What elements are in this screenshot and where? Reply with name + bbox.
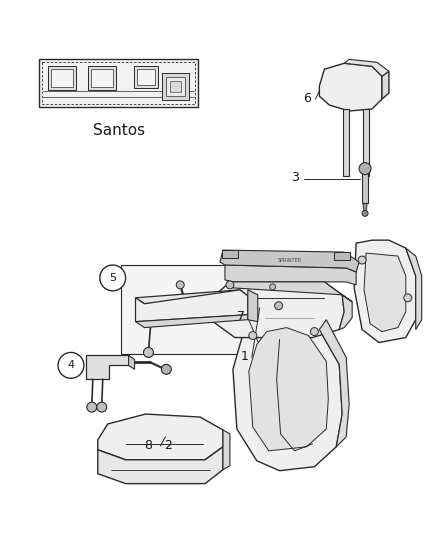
Circle shape [226,281,234,289]
Text: 2: 2 [164,439,172,453]
Text: 7: 7 [237,310,245,323]
Polygon shape [319,320,349,447]
FancyBboxPatch shape [170,81,181,92]
FancyBboxPatch shape [88,66,116,90]
Polygon shape [364,253,406,332]
Circle shape [270,284,276,290]
Text: 8: 8 [145,439,152,453]
FancyBboxPatch shape [91,69,113,87]
Circle shape [161,365,171,374]
Polygon shape [135,290,248,304]
FancyBboxPatch shape [134,66,159,88]
Polygon shape [248,290,258,321]
Polygon shape [362,167,368,204]
Circle shape [275,302,283,310]
Circle shape [358,256,366,264]
FancyBboxPatch shape [48,66,76,90]
FancyBboxPatch shape [137,69,155,85]
Polygon shape [406,248,422,329]
Circle shape [144,348,153,358]
Polygon shape [135,314,248,328]
Text: Santos: Santos [92,123,145,139]
FancyBboxPatch shape [39,59,198,107]
Polygon shape [363,109,369,175]
Polygon shape [382,71,389,99]
Polygon shape [222,250,238,258]
Polygon shape [363,204,367,213]
Polygon shape [354,240,416,343]
Polygon shape [249,328,328,451]
Text: 4: 4 [67,360,74,370]
Polygon shape [225,265,356,285]
Polygon shape [343,109,349,175]
Polygon shape [98,447,223,483]
Polygon shape [120,265,275,354]
Polygon shape [223,430,230,470]
Circle shape [87,402,97,412]
Circle shape [249,332,257,340]
Polygon shape [135,290,248,321]
Polygon shape [233,318,342,471]
Circle shape [100,265,126,291]
Polygon shape [210,282,344,337]
Circle shape [311,328,318,336]
Text: 5: 5 [109,273,116,283]
Circle shape [176,281,184,289]
FancyBboxPatch shape [166,77,185,96]
Circle shape [362,211,368,216]
Polygon shape [230,282,352,302]
Circle shape [58,352,84,378]
Circle shape [359,163,371,175]
Text: SPRINTER: SPRINTER [278,257,302,263]
FancyBboxPatch shape [162,73,189,100]
Text: 3: 3 [292,171,300,184]
Polygon shape [98,414,223,460]
FancyBboxPatch shape [51,69,73,87]
Polygon shape [344,59,389,76]
Polygon shape [129,356,134,369]
Polygon shape [334,252,350,260]
Polygon shape [86,356,129,379]
Text: 1: 1 [241,350,249,363]
Text: 6: 6 [304,92,311,104]
Circle shape [404,294,412,302]
Polygon shape [339,295,352,329]
Polygon shape [319,63,382,111]
Polygon shape [220,250,359,272]
Circle shape [97,402,107,412]
